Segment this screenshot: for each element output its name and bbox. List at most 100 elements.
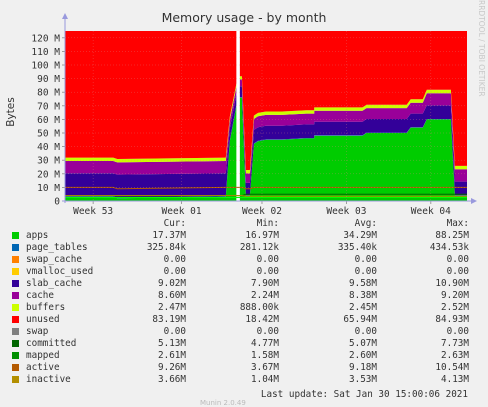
legend-min-value: 888.00k (239, 302, 279, 313)
y-tick-label: 70 M (37, 101, 60, 112)
legend-swatch (12, 364, 19, 371)
legend-series-name: page_tables (26, 242, 88, 253)
x-axis-ticks: Week 53 Week 01 Week 02 Week 03 Week 04 (73, 201, 451, 215)
y-tick-label: 60 M (37, 115, 60, 126)
header-avg: Avg: (354, 218, 377, 229)
x-tick-label: Week 53 (73, 206, 113, 215)
line-inactive (65, 195, 467, 197)
legend-cur-value: 2.61M (158, 350, 186, 361)
legend-row-inactive: inactive 3.66M 1.04M 3.53M 4.13M (0, 374, 488, 386)
legend-series-name: cache (26, 290, 54, 301)
legend-row-unused: unused 83.19M 18.42M 65.94M 84.93M (0, 314, 488, 326)
legend-max-value: 2.52M (441, 302, 469, 313)
y-tick-label: 80 M (37, 88, 60, 99)
x-tick-label: Week 03 (326, 206, 366, 215)
legend-max-value: 84.93M (435, 314, 469, 325)
legend-min-value: 2.24M (251, 290, 279, 301)
area-unused (65, 31, 467, 170)
legend-avg-value: 2.45M (349, 302, 377, 313)
legend-max-value: 88.25M (435, 230, 469, 241)
legend-series-name: swap_cache (26, 254, 82, 265)
legend-swatch (12, 304, 19, 311)
legend-series-name: swap (26, 326, 49, 337)
header-max: Max: (446, 218, 469, 229)
legend-series-name: slab_cache (26, 278, 82, 289)
legend-header: Cur: Min: Avg: Max: (0, 218, 488, 230)
last-update: Last update: Sat Jan 30 15:00:06 2021 (260, 389, 468, 400)
y-axis-arrow (62, 13, 68, 19)
y-tick-label: 90 M (37, 74, 60, 85)
chart: Memory usage - by month Bytes 0 10 M 20 M 3… (5, 10, 477, 215)
x-axis-arrow (471, 198, 477, 204)
legend-min-value: 1.58M (251, 350, 279, 361)
legend-avg-value: 9.58M (349, 278, 377, 289)
legend-min-value: 0.00 (256, 266, 279, 277)
legend-cur-value: 83.19M (152, 314, 186, 325)
legend-max-value: 4.13M (441, 374, 469, 385)
legend-row-page-tables: page_tables 325.84k 281.12k 335.40k 434.53k (0, 242, 488, 254)
area-slab_cache (65, 86, 467, 198)
legend-avg-value: 8.38M (349, 290, 377, 301)
legend-swatch (12, 328, 19, 335)
area-apps (65, 97, 467, 201)
header-min: Min: (256, 218, 279, 229)
rrdtool-watermark: RRDTOOL / TOBI OETIKER (474, 0, 488, 150)
y-tick-label: 10 M (37, 183, 60, 194)
legend-swatch (12, 244, 19, 251)
legend-max-value: 10.90M (435, 278, 469, 289)
y-tick-label: 100 M (31, 61, 60, 72)
legend-series-name: committed (26, 338, 77, 349)
legend-series-name: unused (26, 314, 60, 325)
legend-row-vmalloc-used: vmalloc_used 0.00 0.00 0.00 0.00 (0, 266, 488, 278)
header-cur: Cur: (163, 218, 186, 229)
legend-series-name: active (26, 362, 60, 373)
legend-max-value: 7.73M (441, 338, 469, 349)
legend-max-value: 10.54M (435, 362, 469, 373)
legend-cur-value: 9.26M (158, 362, 186, 373)
legend-cur-value: 325.84k (146, 242, 186, 253)
legend-cur-value: 9.02M (158, 278, 186, 289)
legend-swatch (12, 376, 19, 383)
x-tick-label: Week 02 (242, 206, 282, 215)
legend-series-name: mapped (26, 350, 60, 361)
legend-row-slab-cache: slab_cache 9.02M 7.90M 9.58M 10.90M (0, 278, 488, 290)
legend-swatch (12, 280, 19, 287)
x-tick-label: Week 04 (411, 206, 451, 215)
y-tick-label: 40 M (37, 142, 60, 153)
legend-min-value: 4.77M (251, 338, 279, 349)
chart-title: Memory usage - by month (162, 10, 327, 25)
legend-min-value: 0.00 (256, 326, 279, 337)
legend-swatch (12, 268, 19, 275)
legend-swatch (12, 340, 19, 347)
legend-row-cache: cache 8.60M 2.24M 8.38M 9.20M (0, 290, 488, 302)
legend-cur-value: 8.60M (158, 290, 186, 301)
legend-min-value: 18.42M (245, 314, 279, 325)
y-axis-ticks: 0 10 M 20 M 30 M 40 M 50 M 60 M 70 M 80 M 90 M 100… (31, 33, 65, 208)
legend-swatch (12, 232, 19, 239)
legend-row-apps: apps 17.37M 16.97M 34.29M 88.25M (0, 230, 488, 242)
y-tick-label: 20 M (37, 169, 60, 180)
x-tick-label: Week 01 (162, 206, 202, 215)
grid-lines (65, 31, 467, 201)
legend-series-name: buffers (26, 302, 66, 313)
legend-cur-value: 3.66M (158, 374, 186, 385)
legend-swatch (12, 316, 19, 323)
legend-cur-value: 5.13M (158, 338, 186, 349)
legend-cur-value: 0.00 (163, 254, 186, 265)
legend-avg-value: 5.07M (349, 338, 377, 349)
stacked-areas (65, 31, 467, 201)
legend-min-value: 16.97M (245, 230, 279, 241)
legend-max-value: 0.00 (446, 254, 469, 265)
legend-max-value: 2.63M (441, 350, 469, 361)
legend-series-name: apps (26, 230, 49, 241)
legend-avg-value: 0.00 (354, 266, 377, 277)
legend-swatch (12, 292, 19, 299)
data-gap (236, 31, 240, 201)
y-tick-label: 30 M (37, 156, 60, 167)
legend-max-value: 0.00 (446, 326, 469, 337)
legend-max-value: 434.53k (429, 242, 469, 253)
legend-row-active: active 9.26M 3.67M 9.18M 10.54M (0, 362, 488, 374)
legend-min-value: 1.04M (251, 374, 279, 385)
legend-row-swap-cache: swap_cache 0.00 0.00 0.00 0.00 (0, 254, 488, 266)
y-tick-label: 110 M (31, 47, 60, 58)
